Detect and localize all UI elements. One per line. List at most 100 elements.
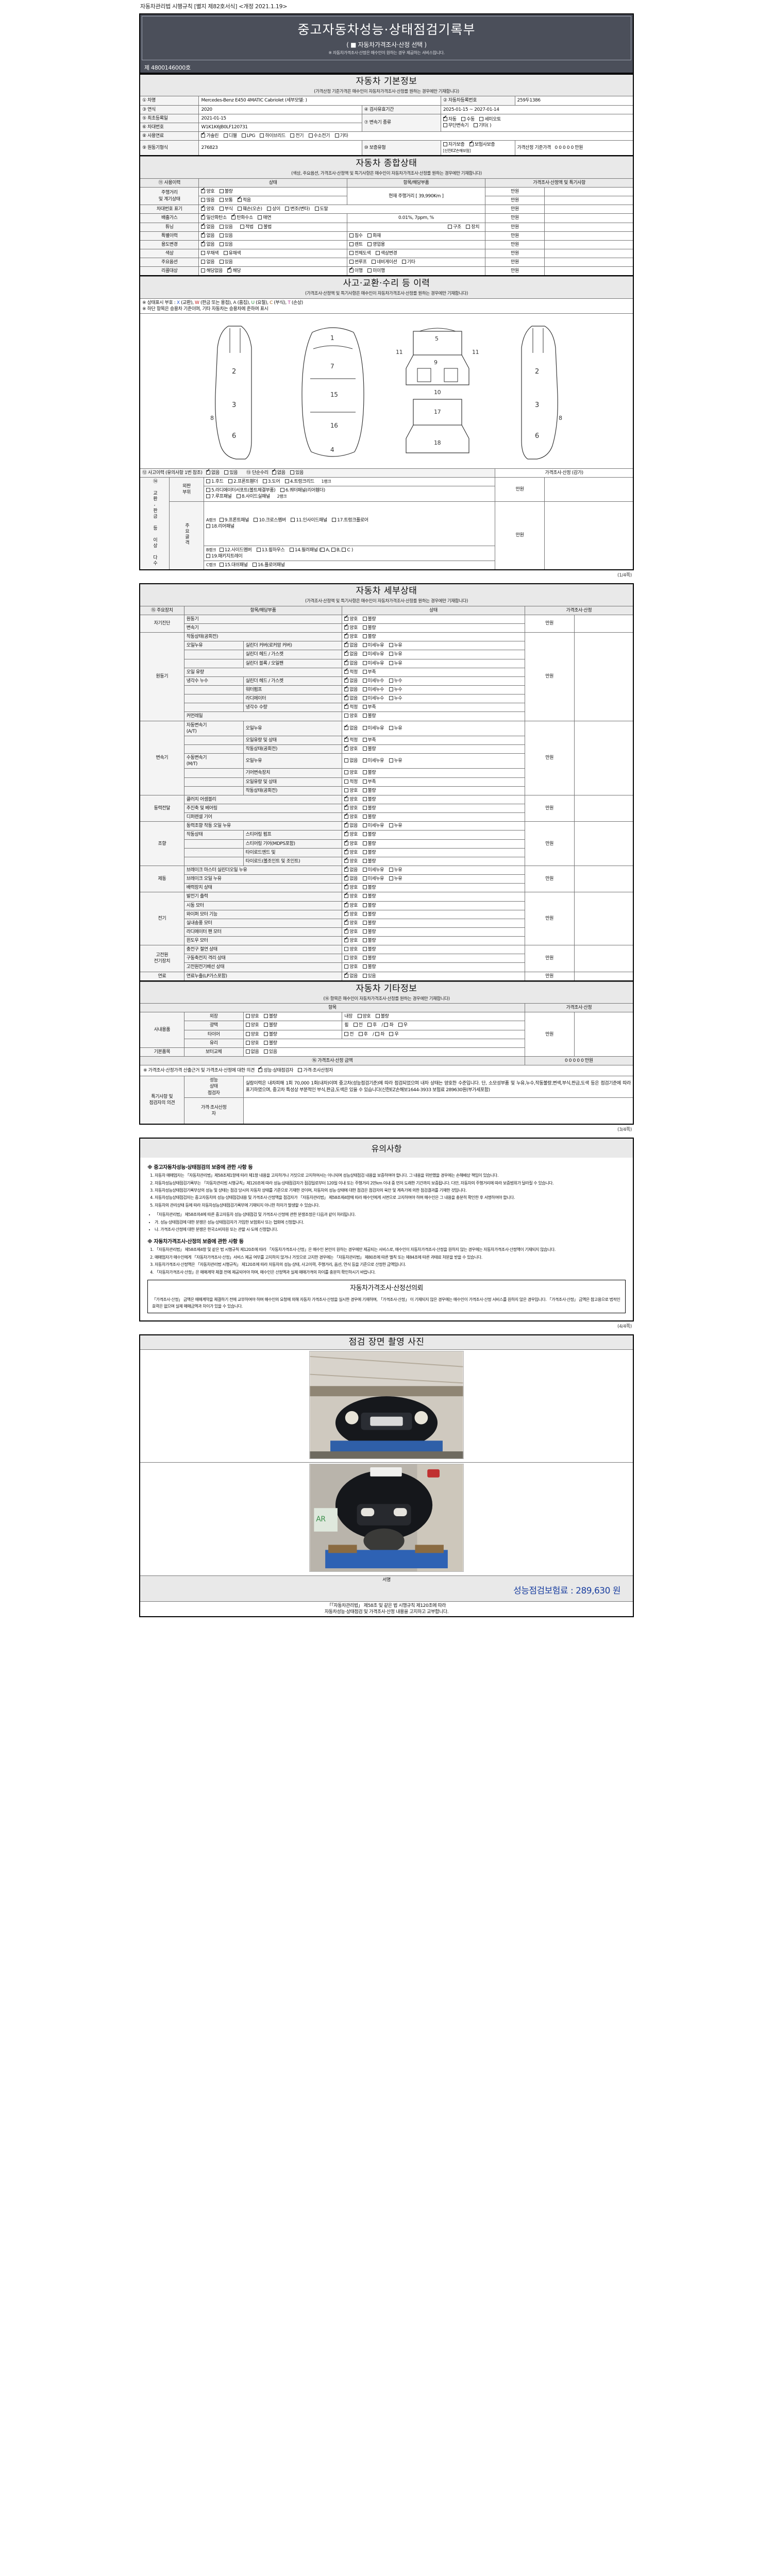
opt-미세누유[interactable]: 미세누유 — [362, 758, 384, 764]
opt-damage[interactable]: 훼손(오손) — [237, 206, 262, 212]
opt-없음[interactable]: 없음 — [344, 866, 358, 873]
part-door[interactable]: 3.도어 — [262, 479, 280, 485]
checkbox-icon[interactable] — [367, 242, 372, 246]
checkbox-icon[interactable] — [263, 1040, 268, 1045]
opt-hc[interactable]: 탄화수소 — [231, 214, 253, 221]
opt-bad[interactable]: 불량 — [263, 1031, 277, 1038]
checkbox-icon[interactable] — [389, 876, 393, 881]
opt-부족[interactable]: 부족 — [362, 704, 376, 710]
opt-commercial[interactable]: 영업용 — [367, 242, 385, 248]
checkbox-icon[interactable] — [344, 884, 349, 890]
opt-불량[interactable]: 불량 — [362, 893, 376, 900]
opt-없음[interactable]: 없음 — [344, 677, 358, 684]
opt-불량[interactable]: 불량 — [362, 814, 376, 820]
opt-good[interactable]: 양호 — [245, 1022, 259, 1028]
checkbox-icon[interactable] — [237, 207, 242, 211]
opt-good[interactable]: 양호 — [245, 1013, 259, 1020]
opt-right[interactable]: 우 — [398, 1022, 408, 1028]
checkbox-icon[interactable] — [280, 488, 284, 493]
opt-left[interactable]: 좌 — [375, 1031, 384, 1038]
checkbox-icon[interactable] — [201, 268, 206, 273]
opt-smoke[interactable]: 매연 — [258, 215, 271, 221]
checkbox-icon[interactable] — [362, 725, 367, 730]
checkbox-icon[interactable] — [344, 937, 349, 943]
checkbox-icon[interactable] — [357, 1014, 362, 1019]
part-side-sill[interactable]: 8.사이드실패널 — [236, 494, 270, 500]
checkbox-icon[interactable] — [344, 947, 349, 952]
opt-미세누유[interactable]: 미세누유 — [362, 725, 384, 732]
checkbox-icon[interactable] — [362, 779, 367, 784]
opt-fire[interactable]: 화재 — [367, 233, 381, 239]
checkbox-icon[interactable] — [362, 867, 367, 872]
opt-양호[interactable]: 양호 — [344, 928, 358, 935]
checkbox-icon[interactable] — [245, 1040, 250, 1045]
checkbox-icon[interactable] — [219, 547, 224, 552]
opt-none[interactable]: 없음 — [201, 259, 215, 265]
checkbox-icon[interactable] — [201, 132, 206, 138]
checkbox-icon[interactable] — [401, 260, 406, 264]
checkbox-icon[interactable] — [362, 643, 367, 648]
part-inside-panel[interactable]: 11.인사이드패널 — [291, 517, 327, 523]
opt-양호[interactable]: 양호 — [344, 849, 358, 856]
checkbox-icon[interactable] — [362, 705, 367, 709]
checkbox-icon[interactable] — [362, 850, 367, 854]
opt-불량[interactable]: 불량 — [362, 796, 376, 803]
part-floor-panel[interactable]: 16.플로어패널 — [253, 562, 285, 568]
opt-누수[interactable]: 누수 — [389, 687, 402, 693]
checkbox-icon[interactable] — [362, 696, 367, 701]
checkbox-icon[interactable] — [344, 736, 349, 742]
checkbox-icon[interactable] — [443, 115, 447, 122]
opt-fuel-gasoline[interactable]: 가솔린 — [201, 132, 219, 139]
opt-누유[interactable]: 누유 — [389, 660, 402, 667]
opt-fuel-ev[interactable]: 전기 — [290, 133, 304, 139]
opt-없음[interactable]: 없음 — [344, 822, 358, 829]
opt-few[interactable]: 적음 — [237, 196, 251, 204]
checkbox-icon[interactable] — [344, 779, 349, 784]
checkbox-icon[interactable] — [344, 668, 349, 674]
checkbox-icon[interactable] — [260, 133, 264, 138]
opt-불량[interactable]: 불량 — [362, 770, 376, 776]
opt-불량[interactable]: 불량 — [362, 964, 376, 970]
checkbox-icon[interactable] — [362, 911, 367, 916]
checkbox-icon[interactable] — [344, 840, 349, 845]
opt-color-change[interactable]: 색상변경 — [375, 250, 397, 257]
checkbox-icon[interactable] — [362, 687, 367, 691]
checkbox-icon[interactable] — [344, 956, 349, 960]
checkbox-icon[interactable] — [254, 518, 258, 522]
opt-trans-manual[interactable]: 수동 — [461, 116, 475, 123]
checkbox-icon[interactable] — [258, 215, 262, 220]
opt-양호[interactable]: 양호 — [344, 919, 358, 926]
checkbox-icon[interactable] — [344, 650, 349, 656]
opt-미세누유[interactable]: 미세누유 — [362, 876, 384, 882]
opt-co[interactable]: 일산화탄소 — [201, 214, 227, 221]
checkbox-icon[interactable] — [362, 634, 367, 639]
opt-none[interactable]: 없음 — [201, 241, 215, 248]
opt-양호[interactable]: 양호 — [344, 840, 358, 847]
checkbox-icon[interactable] — [258, 224, 263, 229]
opt-legal[interactable]: 적법 — [240, 224, 254, 230]
part-package-tray[interactable]: 19.패키지트레이 — [206, 553, 243, 560]
checkbox-icon[interactable] — [389, 678, 393, 683]
opt-불량[interactable]: 불량 — [362, 920, 376, 926]
checkbox-icon[interactable] — [344, 714, 349, 718]
part-cross-member[interactable]: 10.크로스멤버 — [254, 517, 286, 523]
opt-normal[interactable]: 보통 — [219, 197, 233, 204]
opt-left[interactable]: 좌 — [384, 1022, 394, 1028]
opt-full-repaint[interactable]: 전체도색 — [349, 250, 371, 257]
opt-good[interactable]: 양호 — [201, 188, 215, 195]
part-trunk-lid[interactable]: 4.트렁크리드 — [284, 479, 314, 485]
checkbox-icon[interactable] — [344, 919, 349, 925]
checkbox-icon[interactable] — [349, 242, 354, 246]
checkbox-icon[interactable] — [344, 615, 349, 621]
checkbox-icon[interactable] — [344, 902, 349, 907]
checkbox-icon[interactable] — [367, 1023, 372, 1027]
checkbox-icon[interactable] — [267, 207, 272, 211]
checkbox-icon[interactable] — [344, 866, 349, 872]
opt-simple-yes[interactable]: 있음 — [290, 470, 304, 476]
opt-불량[interactable]: 불량 — [362, 841, 376, 847]
checkbox-icon[interactable] — [308, 133, 313, 138]
part-trunk-floor[interactable]: 17.트렁크플로어 — [332, 517, 368, 523]
checkbox-icon[interactable] — [263, 1023, 268, 1027]
checkbox-icon[interactable] — [362, 796, 367, 801]
checkbox-icon[interactable] — [344, 892, 349, 899]
